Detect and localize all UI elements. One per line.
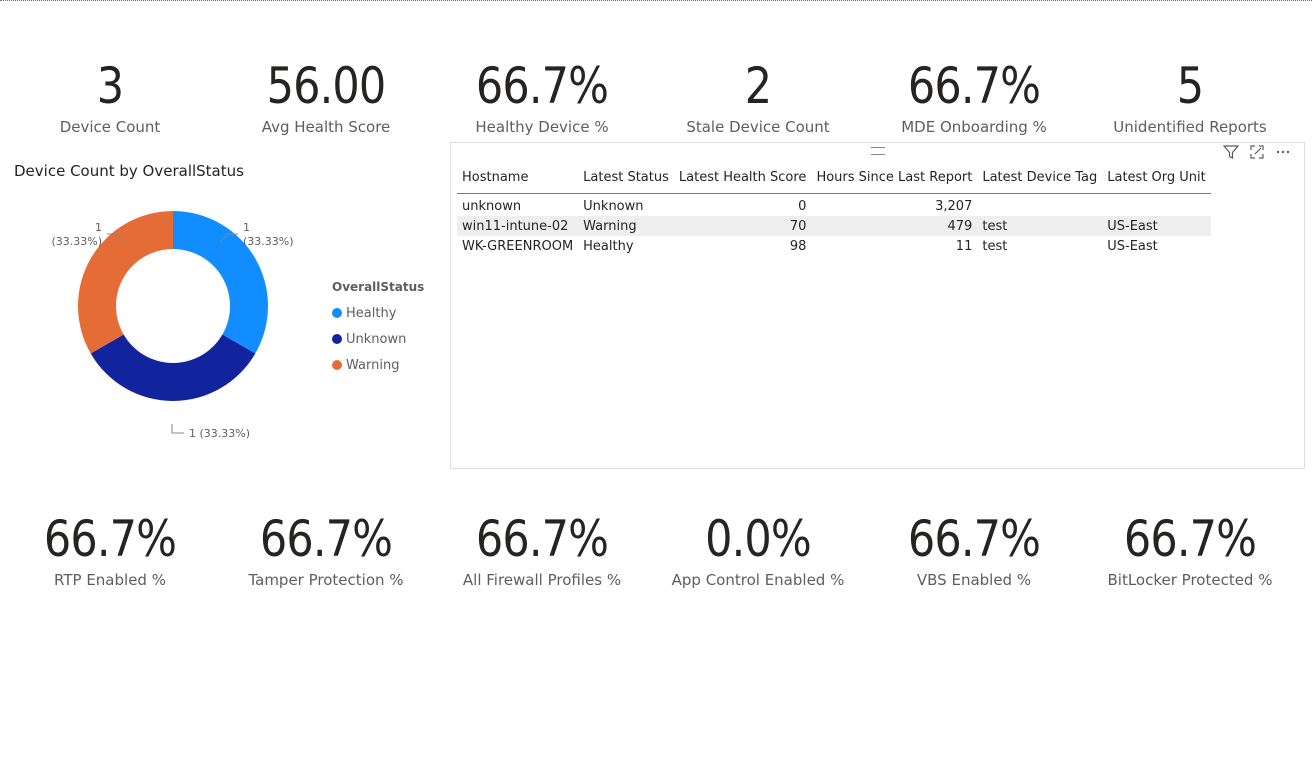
legend-item-unknown[interactable]: Unknown xyxy=(332,326,424,352)
slice-healthy[interactable] xyxy=(173,211,268,354)
kpi-mde-onboarding-pct[interactable]: 66.7% MDE Onboarding % xyxy=(874,58,1074,136)
table-row[interactable]: win11-intune-02 Warning 70 479 test US-E… xyxy=(457,216,1211,236)
cell-status: Unknown xyxy=(583,198,644,214)
more-options-icon[interactable] xyxy=(1274,143,1292,161)
data-label-leader xyxy=(107,233,126,243)
data-label-leader xyxy=(171,424,184,434)
kpi-label: Stale Device Count xyxy=(686,118,830,136)
kpi-label: Healthy Device % xyxy=(475,118,609,136)
kpi-value: 66.7% xyxy=(259,510,393,568)
column-header-latest-device-tag[interactable]: Latest Device Tag xyxy=(977,167,1103,194)
kpi-value: 66.7% xyxy=(907,510,1041,568)
slice-warning[interactable] xyxy=(78,211,173,354)
kpi-label: VBS Enabled % xyxy=(916,571,1032,589)
kpi-value: 56.00 xyxy=(266,57,387,115)
table-row[interactable]: unknown Unknown 0 3,207 xyxy=(457,194,1211,217)
cell-hostname: win11-intune-02 xyxy=(457,216,579,236)
kpi-value: 3 xyxy=(96,57,124,115)
legend-dot xyxy=(332,308,342,318)
kpi-app-control-enabled-pct[interactable]: 0.0% App Control Enabled % xyxy=(658,511,858,589)
cell-hours-since-report: 479 xyxy=(811,216,978,236)
kpi-label: MDE Onboarding % xyxy=(901,118,1047,136)
cell-hostname: WK-GREENROOM xyxy=(462,238,574,254)
cell-org-unit: US-East xyxy=(1102,216,1211,236)
chart-legend: OverallStatus Healthy Unknown Warning xyxy=(332,280,424,378)
kpi-label: All Firewall Profiles % xyxy=(462,571,622,589)
legend-title: OverallStatus xyxy=(332,280,425,294)
kpi-label: Device Count xyxy=(59,118,161,136)
kpi-value: 66.7% xyxy=(475,57,609,115)
kpi-value: 66.7% xyxy=(1123,510,1257,568)
data-label: 1 (33.33%) xyxy=(243,221,294,248)
kpi-device-count[interactable]: 3 Device Count xyxy=(10,58,210,136)
cell-health-score: 98 xyxy=(789,238,807,254)
kpi-tamper-protection-pct[interactable]: 66.7% Tamper Protection % xyxy=(226,511,426,589)
column-header-latest-health-score[interactable]: Latest Health Score xyxy=(673,167,812,194)
cell-health-score: 70 xyxy=(673,216,812,236)
kpi-unidentified-reports[interactable]: 5 Unidentified Reports xyxy=(1090,58,1290,136)
kpi-label: BitLocker Protected % xyxy=(1107,571,1273,589)
top-dotted-border xyxy=(0,0,1312,1)
cell-device-tag: test xyxy=(982,238,1008,254)
slice-unknown[interactable] xyxy=(90,334,256,402)
cell-hours-since-report: 11 xyxy=(955,238,973,254)
column-header-hostname[interactable]: Hostname xyxy=(457,167,579,194)
kpi-rtp-enabled-pct[interactable]: 66.7% RTP Enabled % xyxy=(10,511,210,589)
device-table-visual[interactable]: Hostname Latest Status Latest Health Sco… xyxy=(450,142,1305,469)
kpi-value: 0.0% xyxy=(705,510,812,568)
kpi-value: 66.7% xyxy=(907,57,1041,115)
data-label: 1 (33.33%) xyxy=(51,221,102,248)
kpi-bitlocker-protected-pct[interactable]: 66.7% BitLocker Protected % xyxy=(1090,511,1290,589)
kpi-label: Tamper Protection % xyxy=(248,571,404,589)
kpi-value: 66.7% xyxy=(475,510,609,568)
cell-hostname: unknown xyxy=(462,198,522,214)
kpi-value: 5 xyxy=(1176,57,1204,115)
legend-label: Unknown xyxy=(346,331,407,347)
data-label-leader xyxy=(219,233,238,243)
legend-dot xyxy=(332,334,342,344)
kpi-stale-device-count[interactable]: 2 Stale Device Count xyxy=(658,58,858,136)
legend-label: Healthy xyxy=(346,305,397,321)
kpi-all-firewall-profiles-pct[interactable]: 66.7% All Firewall Profiles % xyxy=(442,511,642,589)
filter-icon[interactable] xyxy=(1222,143,1240,161)
cell-health-score: 0 xyxy=(798,198,807,214)
column-header-latest-status[interactable]: Latest Status xyxy=(578,167,674,194)
table-row[interactable]: WK-GREENROOM Healthy 98 11 test US-East xyxy=(457,236,1211,256)
donut-chart[interactable]: 1 (33.33%) 1 (33.33%) 1 (33.33%) xyxy=(40,200,320,460)
cell-org-unit: US-East xyxy=(1107,238,1158,254)
column-header-latest-org-unit[interactable]: Latest Org Unit xyxy=(1102,167,1211,194)
visual-header-icons xyxy=(1222,143,1292,161)
table-header-row: Hostname Latest Status Latest Health Sco… xyxy=(457,167,1211,194)
legend-item-healthy[interactable]: Healthy xyxy=(332,300,424,326)
cell-device-tag: test xyxy=(977,216,1103,236)
kpi-label: RTP Enabled % xyxy=(54,571,166,589)
kpi-value: 2 xyxy=(744,57,772,115)
cell-device-tag xyxy=(977,194,1102,217)
kpi-healthy-device-pct[interactable]: 66.7% Healthy Device % xyxy=(442,58,642,136)
kpi-label: Unidentified Reports xyxy=(1113,118,1267,136)
data-label: 1 (33.33%) xyxy=(189,427,250,440)
device-table: Hostname Latest Status Latest Health Sco… xyxy=(457,167,1211,256)
focus-mode-icon[interactable] xyxy=(1248,143,1266,161)
kpi-label: App Control Enabled % xyxy=(671,571,845,589)
legend-dot xyxy=(332,360,342,370)
cell-status: Healthy xyxy=(583,238,634,254)
cell-hours-since-report: 3,207 xyxy=(935,198,973,214)
drag-handle-icon[interactable] xyxy=(871,147,885,155)
kpi-label: Avg Health Score xyxy=(261,118,391,136)
cell-org-unit xyxy=(1102,194,1211,217)
kpi-avg-health-score[interactable]: 56.00 Avg Health Score xyxy=(226,58,426,136)
legend-label: Warning xyxy=(346,357,400,373)
kpi-value: 66.7% xyxy=(43,510,177,568)
kpi-vbs-enabled-pct[interactable]: 66.7% VBS Enabled % xyxy=(874,511,1074,589)
chart-title: Device Count by OverallStatus xyxy=(14,162,244,180)
column-header-hours-since-last-report[interactable]: Hours Since Last Report xyxy=(811,167,978,194)
legend-item-warning[interactable]: Warning xyxy=(332,352,424,378)
cell-status: Warning xyxy=(578,216,674,236)
